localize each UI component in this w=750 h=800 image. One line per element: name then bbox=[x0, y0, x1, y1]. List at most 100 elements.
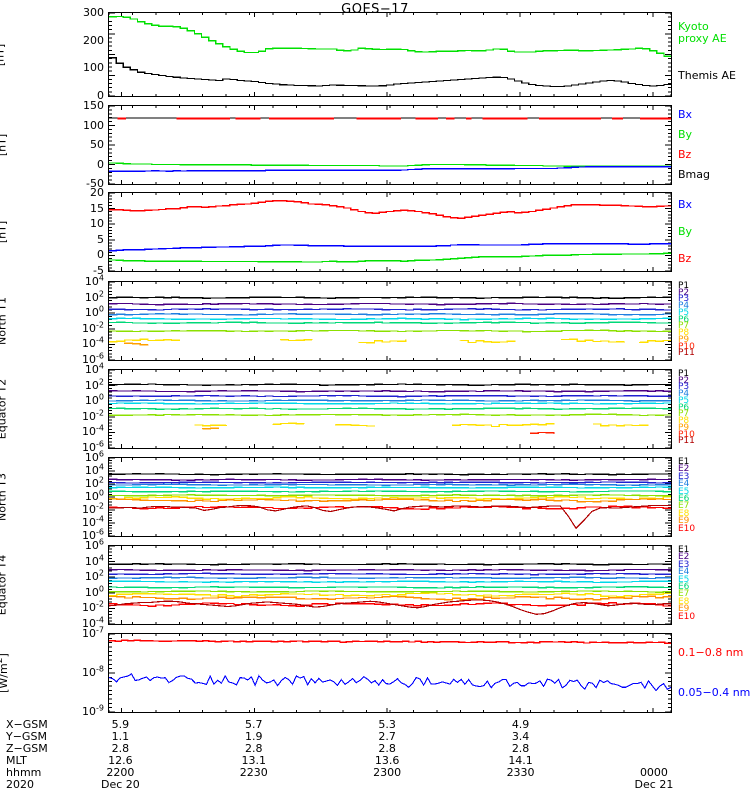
legend-entry: Bz bbox=[678, 251, 692, 265]
legend-channel-E10: E10 bbox=[678, 611, 696, 622]
y-tick-label: 10-4 bbox=[82, 615, 104, 630]
y-axis-title-electrons_equator: ElectronsEquator T4 bbox=[0, 554, 8, 616]
legend-channel-E8: E8 bbox=[678, 508, 690, 519]
legend-channel-P8: P8 bbox=[678, 416, 690, 427]
y-tick-label: 100 bbox=[83, 118, 104, 132]
bottom-axis-value: 2.7 bbox=[378, 730, 396, 743]
legend-channel-P11: P11 bbox=[678, 348, 695, 359]
bottom-axis-value: 2330 bbox=[506, 766, 535, 779]
bottom-axis-value: 4.9 bbox=[511, 718, 530, 731]
legend-channel-P9: P9 bbox=[678, 422, 690, 433]
bottom-axis-value: 3.4 bbox=[511, 730, 530, 743]
legend-channel-P9: P9 bbox=[678, 334, 690, 345]
legend-channel-P3: P3 bbox=[678, 382, 690, 393]
bottom-row-label: MLT bbox=[6, 754, 27, 767]
y-tick-label: 5 bbox=[97, 232, 104, 246]
legend-entry: By bbox=[678, 225, 693, 238]
y-tick-label: 10-9 bbox=[82, 703, 104, 718]
y-tick-label: 0 bbox=[97, 89, 104, 102]
y-tick-label: 10-4 bbox=[82, 514, 104, 529]
legend-channel-E4: E4 bbox=[678, 479, 690, 490]
legend-channel-E8: E8 bbox=[678, 596, 690, 607]
y-tick-label: 106 bbox=[84, 449, 104, 464]
plot-panel-protons_north bbox=[108, 281, 672, 361]
plot-panel-xray bbox=[108, 633, 672, 713]
legend-channel-E9: E9 bbox=[678, 516, 690, 527]
legend-channel-P8: P8 bbox=[678, 328, 690, 339]
y-tick-label: 10-4 bbox=[82, 423, 104, 439]
legend-channel-P5: P5 bbox=[678, 395, 690, 406]
y-tick-label: 300 bbox=[83, 6, 104, 19]
y-tick-label: 10-2 bbox=[82, 599, 104, 615]
bottom-axis-value: 14.1 bbox=[508, 754, 533, 767]
y-tick-label: 104 bbox=[84, 552, 104, 568]
legend-entry: Bx bbox=[678, 198, 693, 212]
y-tick-label: -5 bbox=[93, 264, 104, 277]
legend-channel-E7: E7 bbox=[678, 589, 690, 600]
bottom-axis-value: 2200 bbox=[106, 766, 135, 779]
y-axis-title-bsm: B (SM)[nT] bbox=[0, 133, 8, 157]
legend-entry: Bz bbox=[678, 148, 692, 161]
bottom-axis-value: 5.9 bbox=[111, 718, 130, 731]
y-tick-label: 104 bbox=[84, 273, 104, 288]
legend-channel-P11: P11 bbox=[678, 436, 695, 447]
y-axis-title-electrons_north: ElectronsNorth T3 bbox=[0, 473, 8, 521]
bottom-axis-value: Dec 21 bbox=[634, 778, 674, 791]
y-tick-label: 150 bbox=[83, 99, 104, 112]
y-axis-title-protons_north: ProtonsNorth T1 bbox=[0, 297, 8, 345]
plot-panel-electrons_equator bbox=[108, 545, 672, 625]
bottom-axis-value: Dec 20 bbox=[101, 778, 140, 791]
y-tick-label: 100 bbox=[84, 304, 104, 320]
y-tick-label: 0 bbox=[97, 248, 104, 262]
legend-entry: Bmag bbox=[678, 168, 710, 181]
y-tick-label: 10-7 bbox=[82, 625, 104, 640]
y-tick-label: 10-6 bbox=[82, 439, 104, 454]
legend-channel-E6: E6 bbox=[678, 494, 690, 504]
y-tick-label: 0 bbox=[97, 157, 104, 171]
legend-entry: 0.1−0.8 nm bbox=[678, 646, 744, 659]
bottom-axis-value: 2300 bbox=[373, 766, 402, 779]
bottom-axis-value: 12.6 bbox=[108, 754, 133, 767]
legend-entry: Bx bbox=[678, 108, 693, 121]
legend-channel-P10: P10 bbox=[678, 341, 695, 352]
legend-channel-P4: P4 bbox=[678, 301, 690, 312]
legend-channel-E2: E2 bbox=[678, 552, 690, 563]
y-tick-label: 10-2 bbox=[82, 408, 104, 423]
y-axis-title-protons_equator: ProtonsEquator T2 bbox=[0, 378, 8, 440]
legend-channel-E1: E1 bbox=[678, 545, 690, 555]
legend-entry: Themis AE bbox=[678, 68, 736, 82]
legend-channel-E9: E9 bbox=[678, 604, 690, 615]
plot-panel-bigrf bbox=[108, 192, 672, 272]
plot-panel-protons_equator bbox=[108, 369, 672, 449]
bottom-axis-value: 2230 bbox=[239, 766, 268, 779]
legend-entry: Kyoto proxy AE bbox=[678, 20, 727, 45]
y-tick-label: 102 bbox=[84, 376, 104, 392]
bottom-axis-value: 5.7 bbox=[245, 718, 263, 731]
y-axis-title-ae: AE index[nT] bbox=[0, 43, 6, 66]
legend-channel-P6: P6 bbox=[678, 402, 690, 413]
bottom-axis-value: 13.6 bbox=[374, 754, 400, 767]
legend-channel-P5: P5 bbox=[678, 307, 690, 318]
bottom-axis-value: 1.9 bbox=[245, 730, 263, 743]
legend-channel-E7: E7 bbox=[678, 501, 690, 512]
y-tick-label: 10-4 bbox=[82, 335, 104, 351]
legend-entry: 0.05−0.4 nm bbox=[678, 686, 750, 699]
bottom-axis-value: 1.1 bbox=[111, 730, 130, 743]
legend-channel-P10: P10 bbox=[678, 429, 695, 440]
y-tick-label: 10 bbox=[90, 217, 104, 231]
bottom-row-label: Z−GSM bbox=[6, 742, 48, 755]
y-tick-label: 102 bbox=[84, 475, 104, 490]
y-tick-label: 104 bbox=[84, 462, 104, 477]
legend-channel-E1: E1 bbox=[678, 457, 690, 467]
bottom-row-label: 2020 bbox=[6, 778, 34, 791]
bottom-axis-value: 13.1 bbox=[241, 754, 267, 767]
legend-channel-P2: P2 bbox=[678, 287, 690, 298]
legend-channel-P3: P3 bbox=[678, 294, 690, 305]
y-tick-label: 106 bbox=[84, 537, 104, 552]
y-tick-label: 10-2 bbox=[82, 501, 104, 516]
legend-channel-P1: P1 bbox=[678, 281, 690, 291]
y-tick-label: 10-8 bbox=[82, 664, 104, 679]
bottom-row-label: Y−GSM bbox=[6, 730, 47, 743]
bottom-row-label: hhmm bbox=[6, 766, 42, 779]
